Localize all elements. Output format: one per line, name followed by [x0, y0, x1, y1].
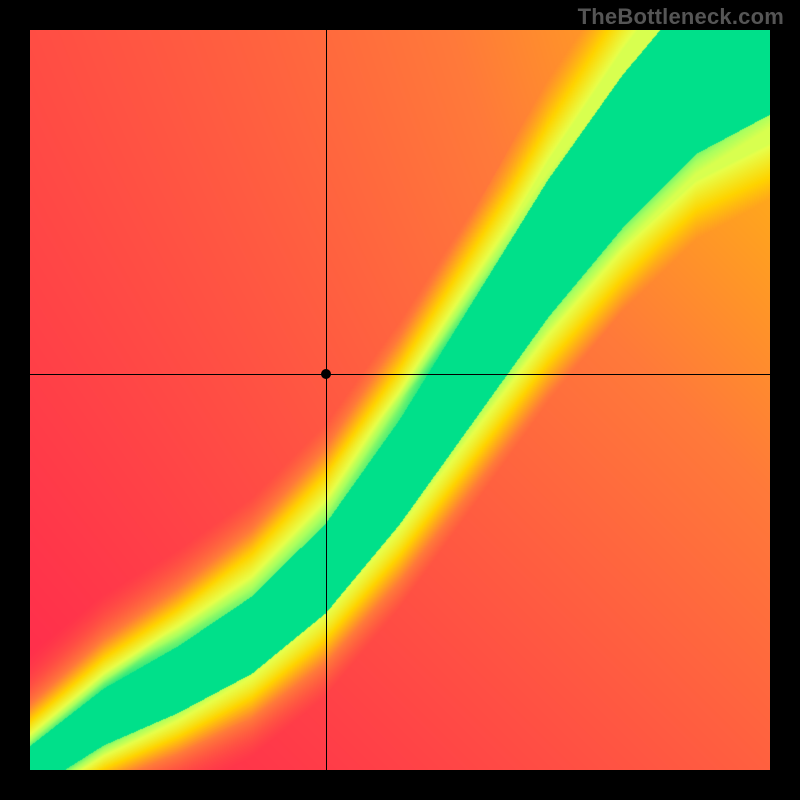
plot-area: [30, 30, 770, 770]
watermark-text: TheBottleneck.com: [578, 4, 784, 30]
crosshair-horizontal: [30, 374, 770, 375]
crosshair-vertical: [326, 30, 327, 770]
chart-frame: TheBottleneck.com: [0, 0, 800, 800]
heatmap-canvas: [30, 30, 770, 770]
